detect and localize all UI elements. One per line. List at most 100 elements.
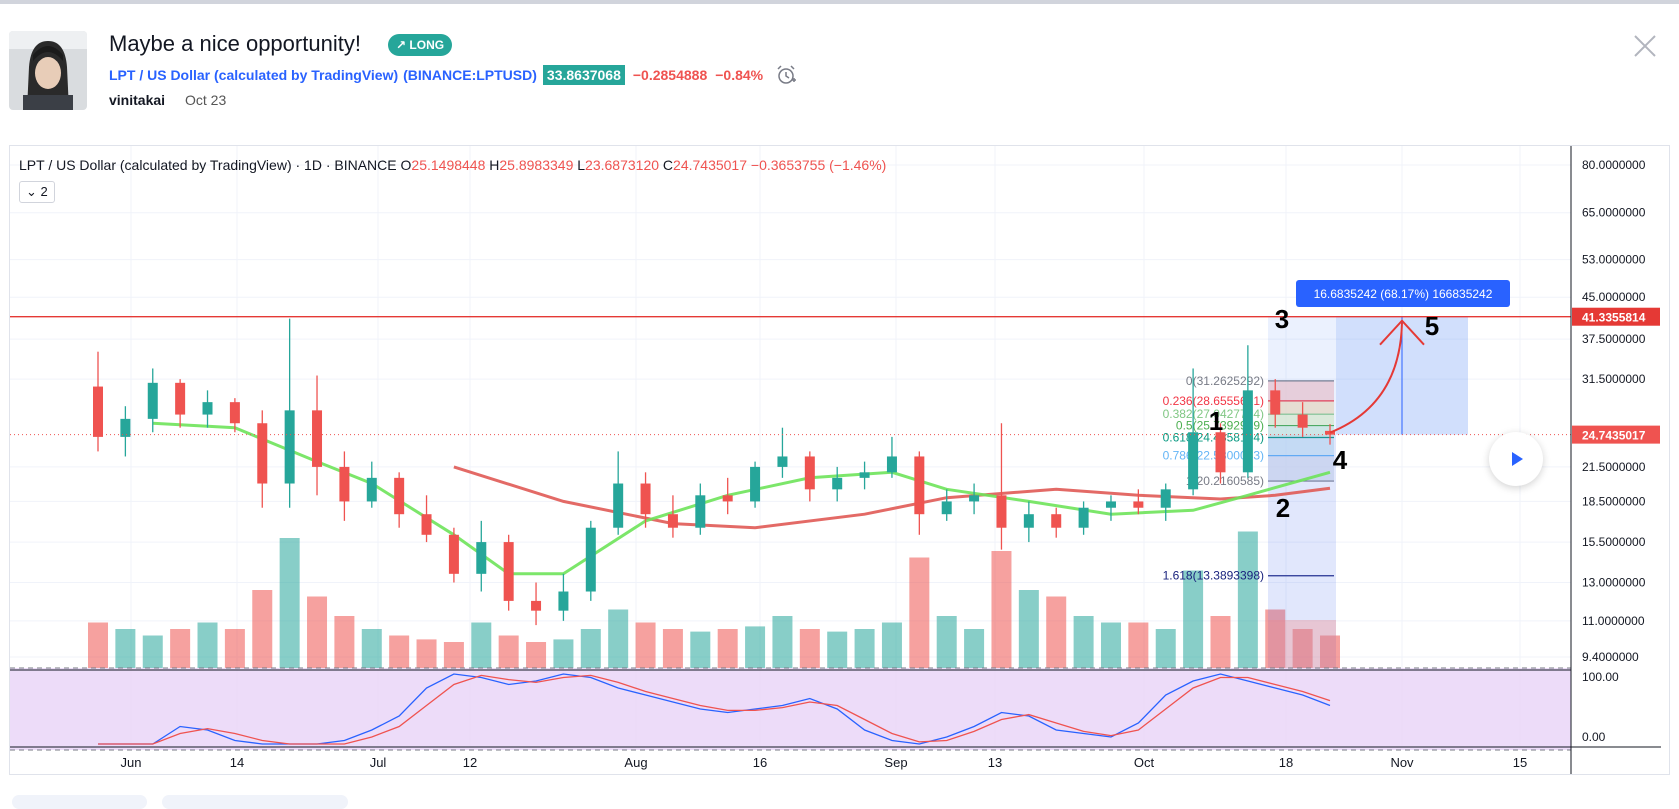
projection-arrow xyxy=(1329,322,1403,434)
volume-bar xyxy=(1018,590,1039,668)
symbol-exchange[interactable]: (BINANCE:LPTUSD) xyxy=(403,67,537,83)
candle-body xyxy=(1270,390,1281,415)
candle-body xyxy=(339,466,350,502)
projection-label: 16.6835242 (68.17%) 166835242 xyxy=(1314,287,1493,301)
time-axis-label: 14 xyxy=(230,755,244,770)
candle-body xyxy=(284,410,295,484)
volume-bar xyxy=(334,616,355,668)
projection-arrowhead xyxy=(1379,319,1425,346)
volume-bar xyxy=(1100,622,1121,668)
fib-level-label: 1(20.2160585) xyxy=(1186,474,1264,488)
candle-body xyxy=(1242,390,1253,473)
price-axis-label: 11.0000000 xyxy=(1582,614,1645,628)
author-avatar[interactable] xyxy=(9,31,87,110)
volume-bar xyxy=(416,639,437,668)
volume-bar xyxy=(608,609,629,668)
legend-high: 25.8983349 xyxy=(499,157,574,173)
fib-zone xyxy=(1268,455,1334,482)
candle-body xyxy=(832,477,843,490)
volume-bar xyxy=(1320,635,1340,668)
projection-label-box xyxy=(1296,280,1510,307)
rsi-axis-label: 100.00 xyxy=(1582,670,1619,684)
volume-bar xyxy=(279,538,300,668)
candle-body xyxy=(941,501,952,515)
volume-bar xyxy=(443,642,464,668)
candle-body xyxy=(1325,430,1335,435)
price-axis-label: 21.5000000 xyxy=(1582,460,1646,474)
volume-bar xyxy=(635,622,656,668)
candle-body xyxy=(202,402,213,415)
time-axis-label: Jul xyxy=(370,755,387,770)
close-icon[interactable] xyxy=(1632,33,1658,59)
candle-body xyxy=(120,418,131,437)
long-badge: ↗ LONG xyxy=(388,34,453,56)
candle-body xyxy=(147,382,158,419)
legend-collapse-button[interactable]: ⌄ 2 xyxy=(19,181,55,203)
volume-bar xyxy=(991,551,1012,668)
candle-body xyxy=(914,456,925,515)
volume-bar xyxy=(197,622,218,668)
volume-bar xyxy=(1210,616,1231,668)
bottom-tag[interactable] xyxy=(162,795,348,809)
candle-body xyxy=(558,591,569,611)
last-price-label: 24.7435017 xyxy=(1582,429,1646,443)
wave-label: 4 xyxy=(1333,445,1348,475)
candle-body xyxy=(1105,501,1116,508)
resistance-price-tag xyxy=(1572,307,1660,326)
chart-legend: LPT / US Dollar (calculated by TradingVi… xyxy=(19,157,886,173)
price-axis-label: 13.0000000 xyxy=(1582,576,1646,590)
candle-body xyxy=(969,495,980,502)
price-axis-label: 45.0000000 xyxy=(1582,290,1646,304)
top-nav-strip xyxy=(0,0,1679,4)
wave-label: 5 xyxy=(1425,311,1439,341)
volume-bar xyxy=(1292,629,1313,668)
price-change-percent: −0.84% xyxy=(715,67,764,83)
rsi-d-line xyxy=(98,674,1331,745)
volume-bar xyxy=(964,629,985,668)
symbol-link[interactable]: LPT / US Dollar (calculated by TradingVi… xyxy=(109,67,399,83)
time-axis-label: Aug xyxy=(624,755,647,770)
volume-bar xyxy=(1237,531,1258,668)
candle-body xyxy=(667,514,678,528)
play-button[interactable] xyxy=(1489,432,1543,486)
bottom-tag[interactable] xyxy=(12,795,147,809)
last-price-tag xyxy=(1572,425,1660,444)
candle-body xyxy=(1023,514,1034,528)
price-axis-label: 31.5000000 xyxy=(1582,372,1646,386)
legend-close-label: C xyxy=(662,157,674,173)
volume-bar xyxy=(854,629,875,668)
legend-low-label: L xyxy=(577,157,586,173)
candle-body xyxy=(996,495,1007,528)
wave-label: 2 xyxy=(1276,493,1290,523)
ma-fast-line xyxy=(152,421,1331,576)
price-axis-label: 9.4000000 xyxy=(1582,650,1639,664)
play-icon xyxy=(1512,452,1523,466)
volume-bar xyxy=(389,635,410,668)
candle-body xyxy=(750,466,761,502)
volume-bar xyxy=(1073,616,1094,668)
fib-level-label: 0.786(22.5800033) xyxy=(1163,449,1264,463)
stop-zone xyxy=(1268,620,1336,668)
legend-low: 23.6873120 xyxy=(585,157,660,173)
fib-level-label: 1.618(13.3893398) xyxy=(1163,569,1264,583)
candle-body xyxy=(1133,501,1144,508)
price-axis-label: 18.5000000 xyxy=(1582,494,1646,508)
fib-zone xyxy=(1268,380,1334,401)
volume-bar xyxy=(936,616,957,668)
author-name[interactable]: vinitakai xyxy=(109,92,166,108)
volume-bar xyxy=(307,596,328,668)
candle-body xyxy=(448,534,459,574)
idea-title: Maybe a nice opportunity! xyxy=(109,31,361,56)
volume-bar xyxy=(1046,596,1067,668)
candle-body xyxy=(531,600,542,611)
candle-body xyxy=(257,423,268,484)
candle-body xyxy=(640,483,651,515)
volume-bar xyxy=(361,629,382,668)
volume-bar xyxy=(1128,622,1149,668)
price-axis-label: 80.0000000 xyxy=(1582,158,1646,172)
volume-bar xyxy=(827,631,848,668)
legend-close: 24.7435017 xyxy=(673,157,747,173)
alarm-clock-icon[interactable] xyxy=(775,65,797,85)
legend-open-label: O xyxy=(400,157,412,173)
